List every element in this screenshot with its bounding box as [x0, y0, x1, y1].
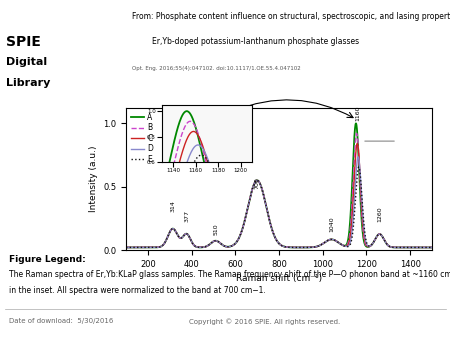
Text: Figure Legend:: Figure Legend:	[9, 255, 86, 264]
B	[254, 178, 259, 183]
Line: B: B	[126, 134, 432, 247]
A	[423, 245, 429, 249]
D	[158, 244, 164, 248]
Text: Er,Yb-doped potassium-lanthanum phosphate glasses: Er,Yb-doped potassium-lanthanum phosphat…	[152, 37, 359, 46]
B	[123, 245, 129, 249]
Text: 1040: 1040	[329, 217, 334, 233]
A	[241, 224, 246, 228]
X-axis label: Raman shift (cm⁻¹): Raman shift (cm⁻¹)	[236, 274, 322, 283]
Text: 510: 510	[213, 223, 218, 235]
Text: SPIE: SPIE	[6, 35, 41, 49]
A	[429, 245, 435, 249]
A	[176, 235, 182, 239]
A	[391, 245, 396, 249]
B	[423, 245, 429, 249]
A	[123, 245, 129, 249]
A	[254, 178, 259, 183]
Text: 1260: 1260	[377, 207, 382, 222]
C	[123, 245, 129, 249]
Text: 700: 700	[255, 177, 260, 189]
E	[158, 244, 164, 248]
C	[423, 245, 429, 249]
D	[176, 235, 182, 239]
E	[391, 245, 396, 249]
Text: Date of download:  5/30/2016: Date of download: 5/30/2016	[9, 318, 113, 324]
Text: Copyright © 2016 SPIE. All rights reserved.: Copyright © 2016 SPIE. All rights reserv…	[189, 318, 340, 325]
Text: 314: 314	[170, 200, 175, 212]
E	[423, 245, 429, 249]
E	[123, 245, 129, 249]
A	[158, 244, 164, 248]
C	[176, 235, 182, 239]
D	[391, 245, 396, 249]
C	[241, 224, 246, 228]
Text: 377: 377	[184, 210, 189, 222]
Line: C: C	[126, 144, 432, 247]
Text: The Raman spectra of Er,Yb:KLaP glass samples. The Raman frequency shift of the : The Raman spectra of Er,Yb:KLaP glass sa…	[9, 270, 450, 279]
D	[123, 245, 129, 249]
C	[355, 142, 360, 146]
E	[429, 245, 435, 249]
C	[254, 178, 259, 183]
B	[176, 235, 182, 239]
D	[241, 224, 246, 228]
Line: E: E	[126, 167, 432, 247]
E	[241, 224, 246, 228]
B	[241, 224, 246, 228]
E	[176, 235, 182, 239]
E	[254, 178, 259, 183]
Line: A: A	[126, 123, 432, 247]
D	[429, 245, 435, 249]
B	[354, 131, 359, 136]
C	[429, 245, 435, 249]
Text: Opt. Eng. 2016;55(4):047102. doi:10.1117/1.OE.55.4.047102: Opt. Eng. 2016;55(4):047102. doi:10.1117…	[132, 66, 301, 71]
C	[391, 245, 396, 249]
Text: in the inset. All spectra were normalized to the band at 700 cm−1.: in the inset. All spectra were normalize…	[9, 287, 266, 295]
A	[353, 121, 359, 125]
B	[391, 245, 396, 249]
Legend: A, B, C, D, E: A, B, C, D, E	[130, 112, 154, 165]
C	[158, 244, 164, 248]
B	[158, 244, 164, 248]
Text: From: Phosphate content influence on structural, spectroscopic, and lasing prope: From: Phosphate content influence on str…	[132, 12, 450, 21]
B	[429, 245, 435, 249]
E	[356, 165, 361, 169]
D	[254, 178, 259, 183]
Text: Library: Library	[6, 78, 51, 88]
Text: 1160: 1160	[355, 105, 360, 121]
D	[423, 245, 429, 249]
Y-axis label: Intensity (a.u.): Intensity (a.u.)	[89, 146, 98, 212]
Text: Digital: Digital	[6, 57, 47, 68]
Text: SPIE: SPIE	[11, 19, 23, 24]
Line: D: D	[126, 157, 432, 247]
D	[356, 155, 361, 159]
